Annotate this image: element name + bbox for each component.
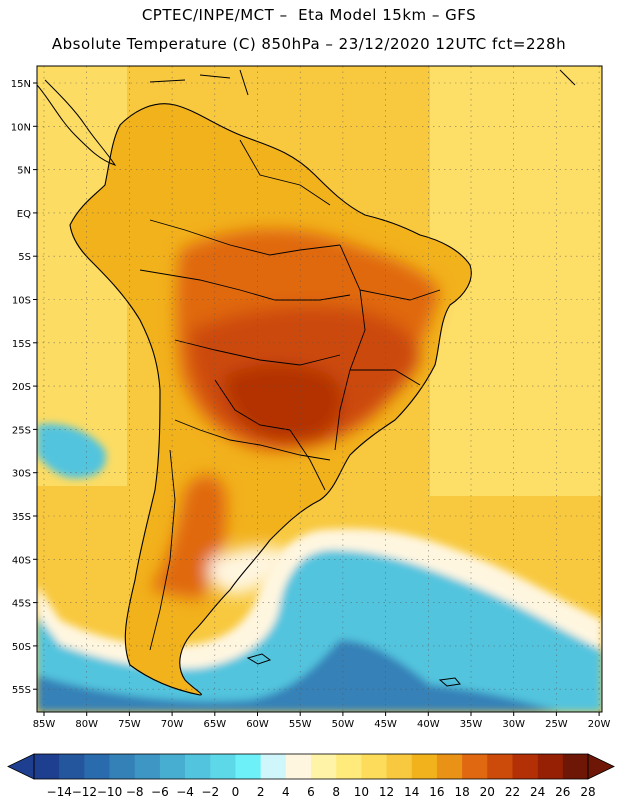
colorbar-label: 0	[232, 785, 240, 799]
lat-lon-grid	[37, 66, 602, 712]
lon-tick-label: 70W	[161, 719, 184, 730]
colorbar-swatch	[59, 754, 85, 779]
colorbar-swatch	[185, 754, 211, 779]
colorbar-swatch	[386, 754, 413, 779]
lon-tick-label: 85W	[33, 719, 56, 730]
colorbar-label: 22	[505, 785, 520, 799]
colorbar-swatch	[285, 754, 312, 779]
lat-tick-label: 20S	[12, 382, 31, 393]
lat-tick-label: 50S	[12, 642, 31, 653]
colorbar-label: 26	[555, 785, 570, 799]
colorbar-swatch	[235, 754, 261, 779]
colorbar-swatch	[537, 754, 564, 779]
lat-tick-label: 25S	[12, 425, 31, 436]
lat-tick-label: 45S	[12, 599, 31, 610]
central-america-coast	[37, 79, 117, 166]
colorbar-swatch	[84, 754, 110, 779]
colorbar-label: 24	[530, 785, 545, 799]
colorbar-swatch	[159, 754, 186, 779]
coastline	[69, 103, 472, 696]
lat-tick-label: 5S	[18, 252, 31, 263]
patagonia-warm-patch	[150, 475, 227, 600]
lon-tick-label: 20W	[588, 719, 611, 730]
colorbar-label: 2	[257, 785, 265, 799]
colorbar-labels: −14 −12 −10 −8 −6 −4 −2 0 2 4 6 8 10 12 14 16 18 20 22 24 26…	[47, 785, 596, 799]
country-borders	[139, 139, 441, 651]
colorbar-label: −2	[201, 785, 219, 799]
colorbar-swatch	[411, 754, 438, 779]
lon-tick-label: 65W	[203, 719, 226, 730]
lat-tick-label: 35S	[12, 512, 31, 523]
south-georgia-island	[438, 677, 461, 687]
colorbar-label: −12	[72, 785, 97, 799]
lat-tick-label: EQ	[17, 209, 31, 220]
lon-tick-label: 50W	[332, 719, 355, 730]
lat-tick-label: 5N	[17, 166, 31, 177]
colorbar-min-arrow	[7, 753, 35, 780]
colorbar-label: −14	[47, 785, 72, 799]
colorbar-swatch	[260, 754, 287, 779]
lon-tick-label: 45W	[374, 719, 397, 730]
colorbar-max-arrow	[587, 753, 615, 780]
colorbar-label: −4	[176, 785, 194, 799]
colorbar-swatch	[462, 754, 488, 779]
lon-tick-label: 60W	[246, 719, 269, 730]
lat-tick-label: 10N	[11, 122, 31, 133]
longitude-axis: 85W 80W 75W 70W 65W 60W 55W 50W 45W 40W 35W 30W 25W 2…	[33, 712, 611, 730]
patagonia-pale-patch	[208, 545, 290, 595]
colorbar-label: 8	[332, 785, 340, 799]
colorbar-swatch	[487, 754, 513, 779]
colorbar-swatch	[562, 754, 589, 779]
colorbar-swatch	[210, 754, 236, 779]
chart-title-line-2: Absolute Temperature (C) 850hPa – 23/12/…	[51, 35, 567, 53]
colorbar-label: 12	[379, 785, 394, 799]
cold-core-band	[37, 640, 560, 712]
lat-tick-label: 15S	[12, 339, 31, 350]
lon-tick-label: 25W	[545, 719, 568, 730]
colorbar-label: 4	[282, 785, 290, 799]
colorbar-label: 18	[454, 785, 469, 799]
colorbar-label: 16	[429, 785, 444, 799]
lon-tick-label: 30W	[502, 719, 525, 730]
colorbar-label: 10	[354, 785, 369, 799]
colorbar-swatch	[361, 754, 387, 779]
colorbar-label: 28	[580, 785, 595, 799]
colorbar-swatch	[336, 754, 362, 779]
colorbar-label: −6	[151, 785, 169, 799]
lon-tick-label: 80W	[75, 719, 98, 730]
latitude-axis: 15N 10N 5N EQ 5S 10S 15S 20S 25S 30S 35S 40S 45S 50S 5…	[11, 79, 37, 696]
lat-tick-label: 40S	[12, 555, 31, 566]
map-frame	[36, 65, 603, 713]
map-plot-area	[37, 66, 602, 712]
colorbar-swatch	[311, 754, 337, 779]
colorbar-swatch	[512, 754, 538, 779]
colorbar-label: 14	[404, 785, 419, 799]
lon-tick-label: 40W	[417, 719, 440, 730]
lat-tick-label: 10S	[12, 296, 31, 307]
lon-tick-label: 55W	[289, 719, 312, 730]
colorbar-swatch	[436, 754, 463, 779]
colorbar-label: 20	[480, 785, 495, 799]
pacific-cool-patch	[37, 423, 106, 479]
lon-tick-label: 35W	[460, 719, 483, 730]
temperature-colorbar	[7, 753, 615, 780]
lat-tick-label: 30S	[12, 469, 31, 480]
lat-tick-label: 15N	[11, 79, 31, 90]
lat-tick-label: 55S	[12, 685, 31, 696]
colorbar-label: −8	[126, 785, 144, 799]
caribbean-islands	[149, 69, 576, 96]
chart-title-line-1: CPTEC/INPE/MCT – Eta Model 15km – GFS	[141, 6, 477, 24]
colorbar-swatch	[34, 754, 60, 779]
lon-tick-label: 75W	[118, 719, 141, 730]
colorbar-swatch	[109, 754, 136, 779]
colorbar-frame	[33, 753, 589, 780]
colorbar-swatch	[134, 754, 161, 779]
colorbar-label: 6	[307, 785, 315, 799]
colorbar-label: −10	[97, 785, 122, 799]
